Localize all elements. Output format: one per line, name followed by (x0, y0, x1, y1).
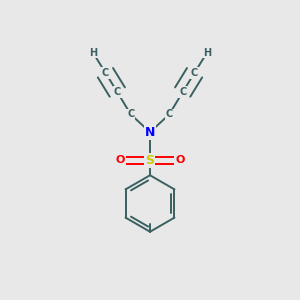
Text: C: C (191, 68, 198, 78)
Text: C: C (179, 87, 186, 97)
Text: C: C (114, 87, 121, 97)
Text: H: H (203, 47, 211, 58)
Text: S: S (146, 154, 154, 167)
Text: C: C (166, 109, 173, 119)
Text: O: O (116, 155, 125, 165)
Text: N: N (145, 126, 155, 139)
Text: O: O (175, 155, 184, 165)
Text: C: C (102, 68, 109, 78)
Text: H: H (89, 47, 97, 58)
Text: C: C (127, 109, 134, 119)
